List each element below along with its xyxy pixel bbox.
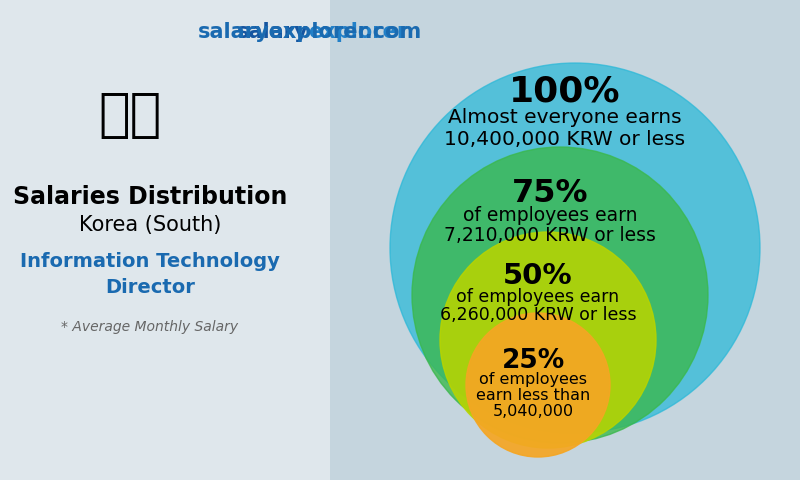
Text: earn less than: earn less than	[476, 388, 590, 403]
Text: Almost everyone earns: Almost everyone earns	[448, 108, 682, 127]
Text: 6,260,000 KRW or less: 6,260,000 KRW or less	[440, 306, 636, 324]
Text: of employees earn: of employees earn	[462, 206, 638, 225]
Text: of employees earn: of employees earn	[457, 288, 619, 306]
Text: 🇰🇷: 🇰🇷	[98, 89, 162, 141]
Text: Salaries Distribution: Salaries Distribution	[13, 185, 287, 209]
Circle shape	[440, 232, 656, 448]
Text: 25%: 25%	[502, 348, 565, 374]
Bar	[0, 0, 330, 480]
Text: 7,210,000 KRW or less: 7,210,000 KRW or less	[444, 226, 656, 245]
Text: 100%: 100%	[510, 75, 621, 109]
Text: 75%: 75%	[512, 178, 588, 209]
Text: salary: salary	[236, 22, 308, 42]
Text: * Average Monthly Salary: * Average Monthly Salary	[62, 320, 238, 334]
Text: Korea (South): Korea (South)	[79, 215, 221, 235]
Circle shape	[412, 147, 708, 443]
Text: explorer: explorer	[308, 22, 407, 42]
Text: of employees: of employees	[479, 372, 587, 387]
Circle shape	[390, 63, 760, 433]
Text: salaryexplorer.com: salaryexplorer.com	[198, 22, 422, 42]
Circle shape	[466, 313, 610, 457]
Text: 5,040,000: 5,040,000	[493, 404, 574, 419]
Text: 10,400,000 KRW or less: 10,400,000 KRW or less	[445, 130, 686, 149]
Text: Director: Director	[105, 278, 195, 297]
Text: 50%: 50%	[503, 262, 573, 290]
Text: Information Technology: Information Technology	[20, 252, 280, 271]
